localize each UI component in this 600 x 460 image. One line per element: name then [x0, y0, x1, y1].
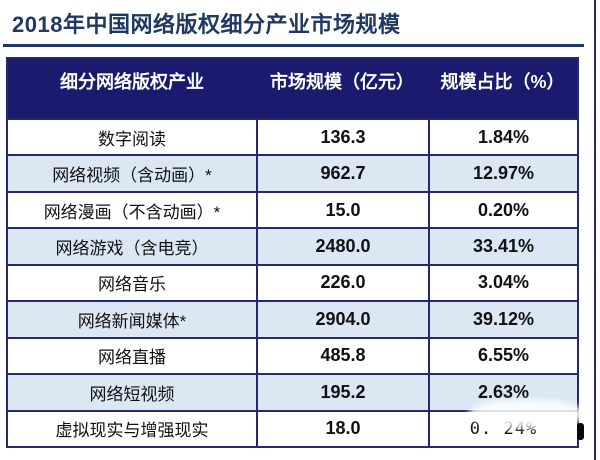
column-header-market-scale: 市场规模（亿元） [270, 72, 414, 92]
table-header-row: 细分网络版权产业 市场规模（亿元） 规模占比（%） [8, 59, 577, 118]
scale-cell: 195.2 [256, 373, 428, 410]
industry-cell: 网络直播 [8, 336, 256, 374]
share-cell: 3.04% [428, 263, 577, 301]
share-cell: 0.20% [428, 190, 577, 228]
industry-cell: 网络短视频 [8, 373, 256, 410]
column-header-industry: 细分网络版权产业 [60, 72, 204, 92]
table-row: 数字阅读 136.3 1.84% [8, 118, 577, 155]
title-underline [3, 44, 584, 47]
share-cell: 0. 24% [428, 409, 577, 446]
market-scale-table: 细分网络版权产业 市场规模（亿元） 规模占比（%） 数字阅读 136.3 1.8… [6, 57, 579, 448]
scale-cell: 485.8 [256, 336, 428, 374]
page-title: 2018年中国网络版权细分产业市场规模 [12, 12, 401, 37]
share-cell: 6.55% [428, 336, 577, 374]
share-cell: 33.41% [428, 227, 577, 264]
table-row: 网络新闻媒体* 2904.0 39.12% [8, 300, 577, 337]
industry-cell: 网络视频（含动画）* [8, 154, 256, 191]
industry-cell: 网络游戏（含电竞） [8, 227, 256, 264]
share-cell: 2.63% [428, 373, 577, 410]
share-cell: 39.12% [428, 300, 577, 337]
table-row: 网络短视频 195.2 2.63% [8, 373, 577, 410]
scale-cell: 2480.0 [256, 227, 428, 264]
table-row: 虚拟现实与增强现实 18.0 0. 24% [8, 409, 577, 446]
share-cell: 1.84% [428, 118, 577, 155]
table-row: 网络直播 485.8 6.55% [8, 336, 577, 374]
share-cell: 12.97% [428, 154, 577, 191]
industry-cell: 网络音乐 [8, 263, 256, 301]
table-row: 网络游戏（含电竞） 2480.0 33.41% [8, 227, 577, 264]
scale-cell: 226.0 [256, 263, 428, 301]
table-row: 网络音乐 226.0 3.04% [8, 263, 577, 301]
industry-cell: 数字阅读 [8, 118, 256, 155]
column-header-share: 规模占比（%） [440, 72, 565, 92]
scale-cell: 2904.0 [256, 300, 428, 337]
scale-cell: 962.7 [256, 154, 428, 191]
industry-cell: 网络漫画（不含动画）* [8, 190, 256, 228]
scale-cell: 136.3 [256, 118, 428, 155]
scale-cell: 18.0 [256, 409, 428, 446]
table-row: 网络漫画（不含动画）* 15.0 0.20% [8, 190, 577, 228]
scale-cell: 15.0 [256, 190, 428, 228]
industry-cell: 虚拟现实与增强现实 [8, 409, 256, 446]
table-row: 网络视频（含动画）* 962.7 12.97% [8, 154, 577, 191]
industry-cell: 网络新闻媒体* [8, 300, 256, 337]
screen-edge-line [594, 0, 596, 460]
